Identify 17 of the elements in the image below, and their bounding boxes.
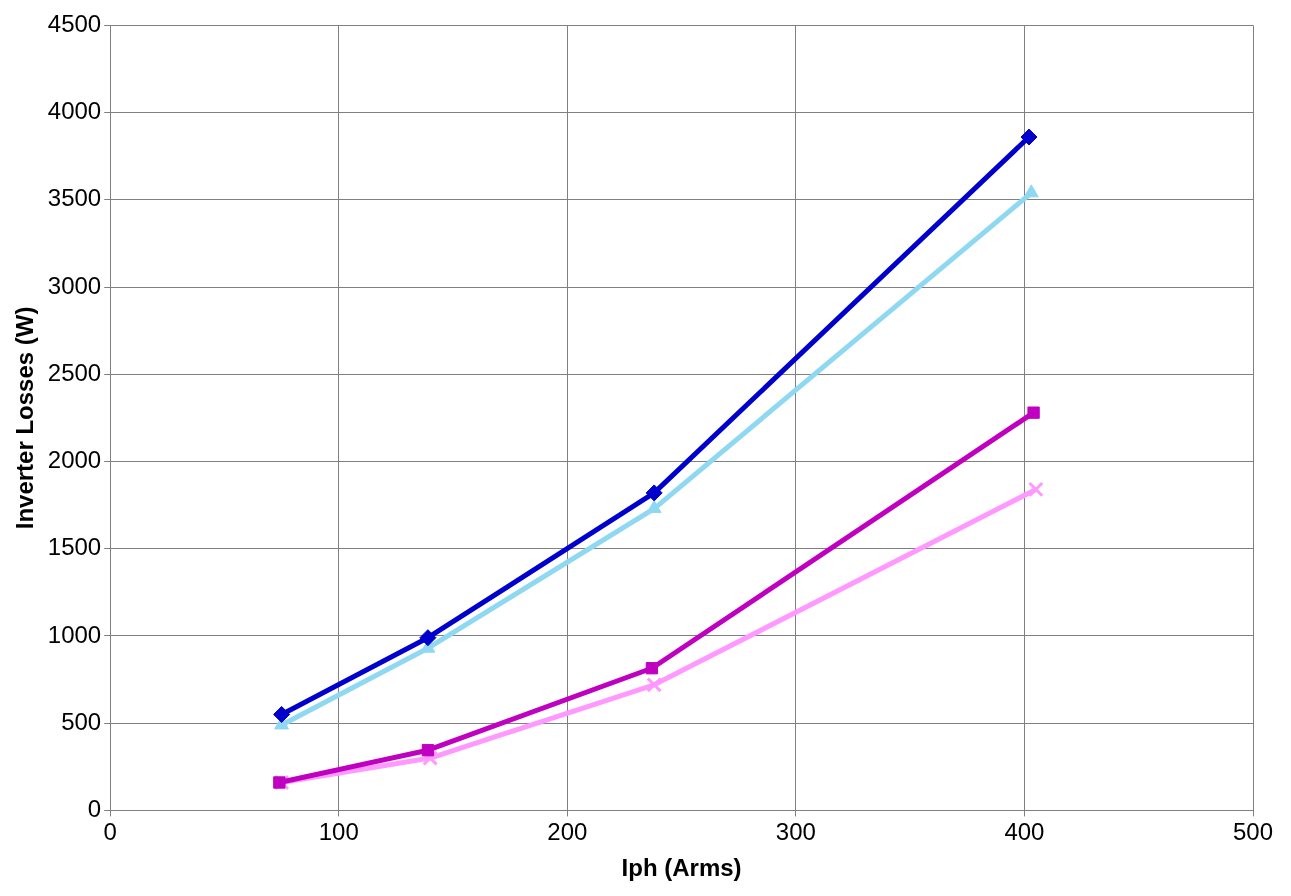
y-tick-label: 2500 (47, 358, 102, 386)
x-tick-label: 200 (547, 818, 588, 846)
y-tick-label: 3000 (47, 271, 102, 299)
y-tick-label: 2000 (47, 446, 102, 474)
y-tick-label: 4500 (47, 10, 102, 38)
x-tick-label: 400 (1004, 818, 1045, 846)
y-tick-label: 3500 (47, 184, 102, 212)
y-tick-label: 1500 (47, 533, 102, 561)
y-tick-label: 1000 (47, 620, 102, 648)
x-tick-label: 300 (775, 818, 816, 846)
y-tick-label: 0 (87, 795, 102, 823)
y-tick-label: 4000 (47, 97, 102, 125)
x-axis-title: Iph (Arms) (621, 854, 742, 882)
x-tick-label: 500 (1232, 818, 1274, 846)
y-axis-title: Inverter Losses (W) (11, 306, 39, 530)
y-tick-label: 500 (61, 707, 102, 735)
x-tick-label: 100 (318, 818, 359, 846)
